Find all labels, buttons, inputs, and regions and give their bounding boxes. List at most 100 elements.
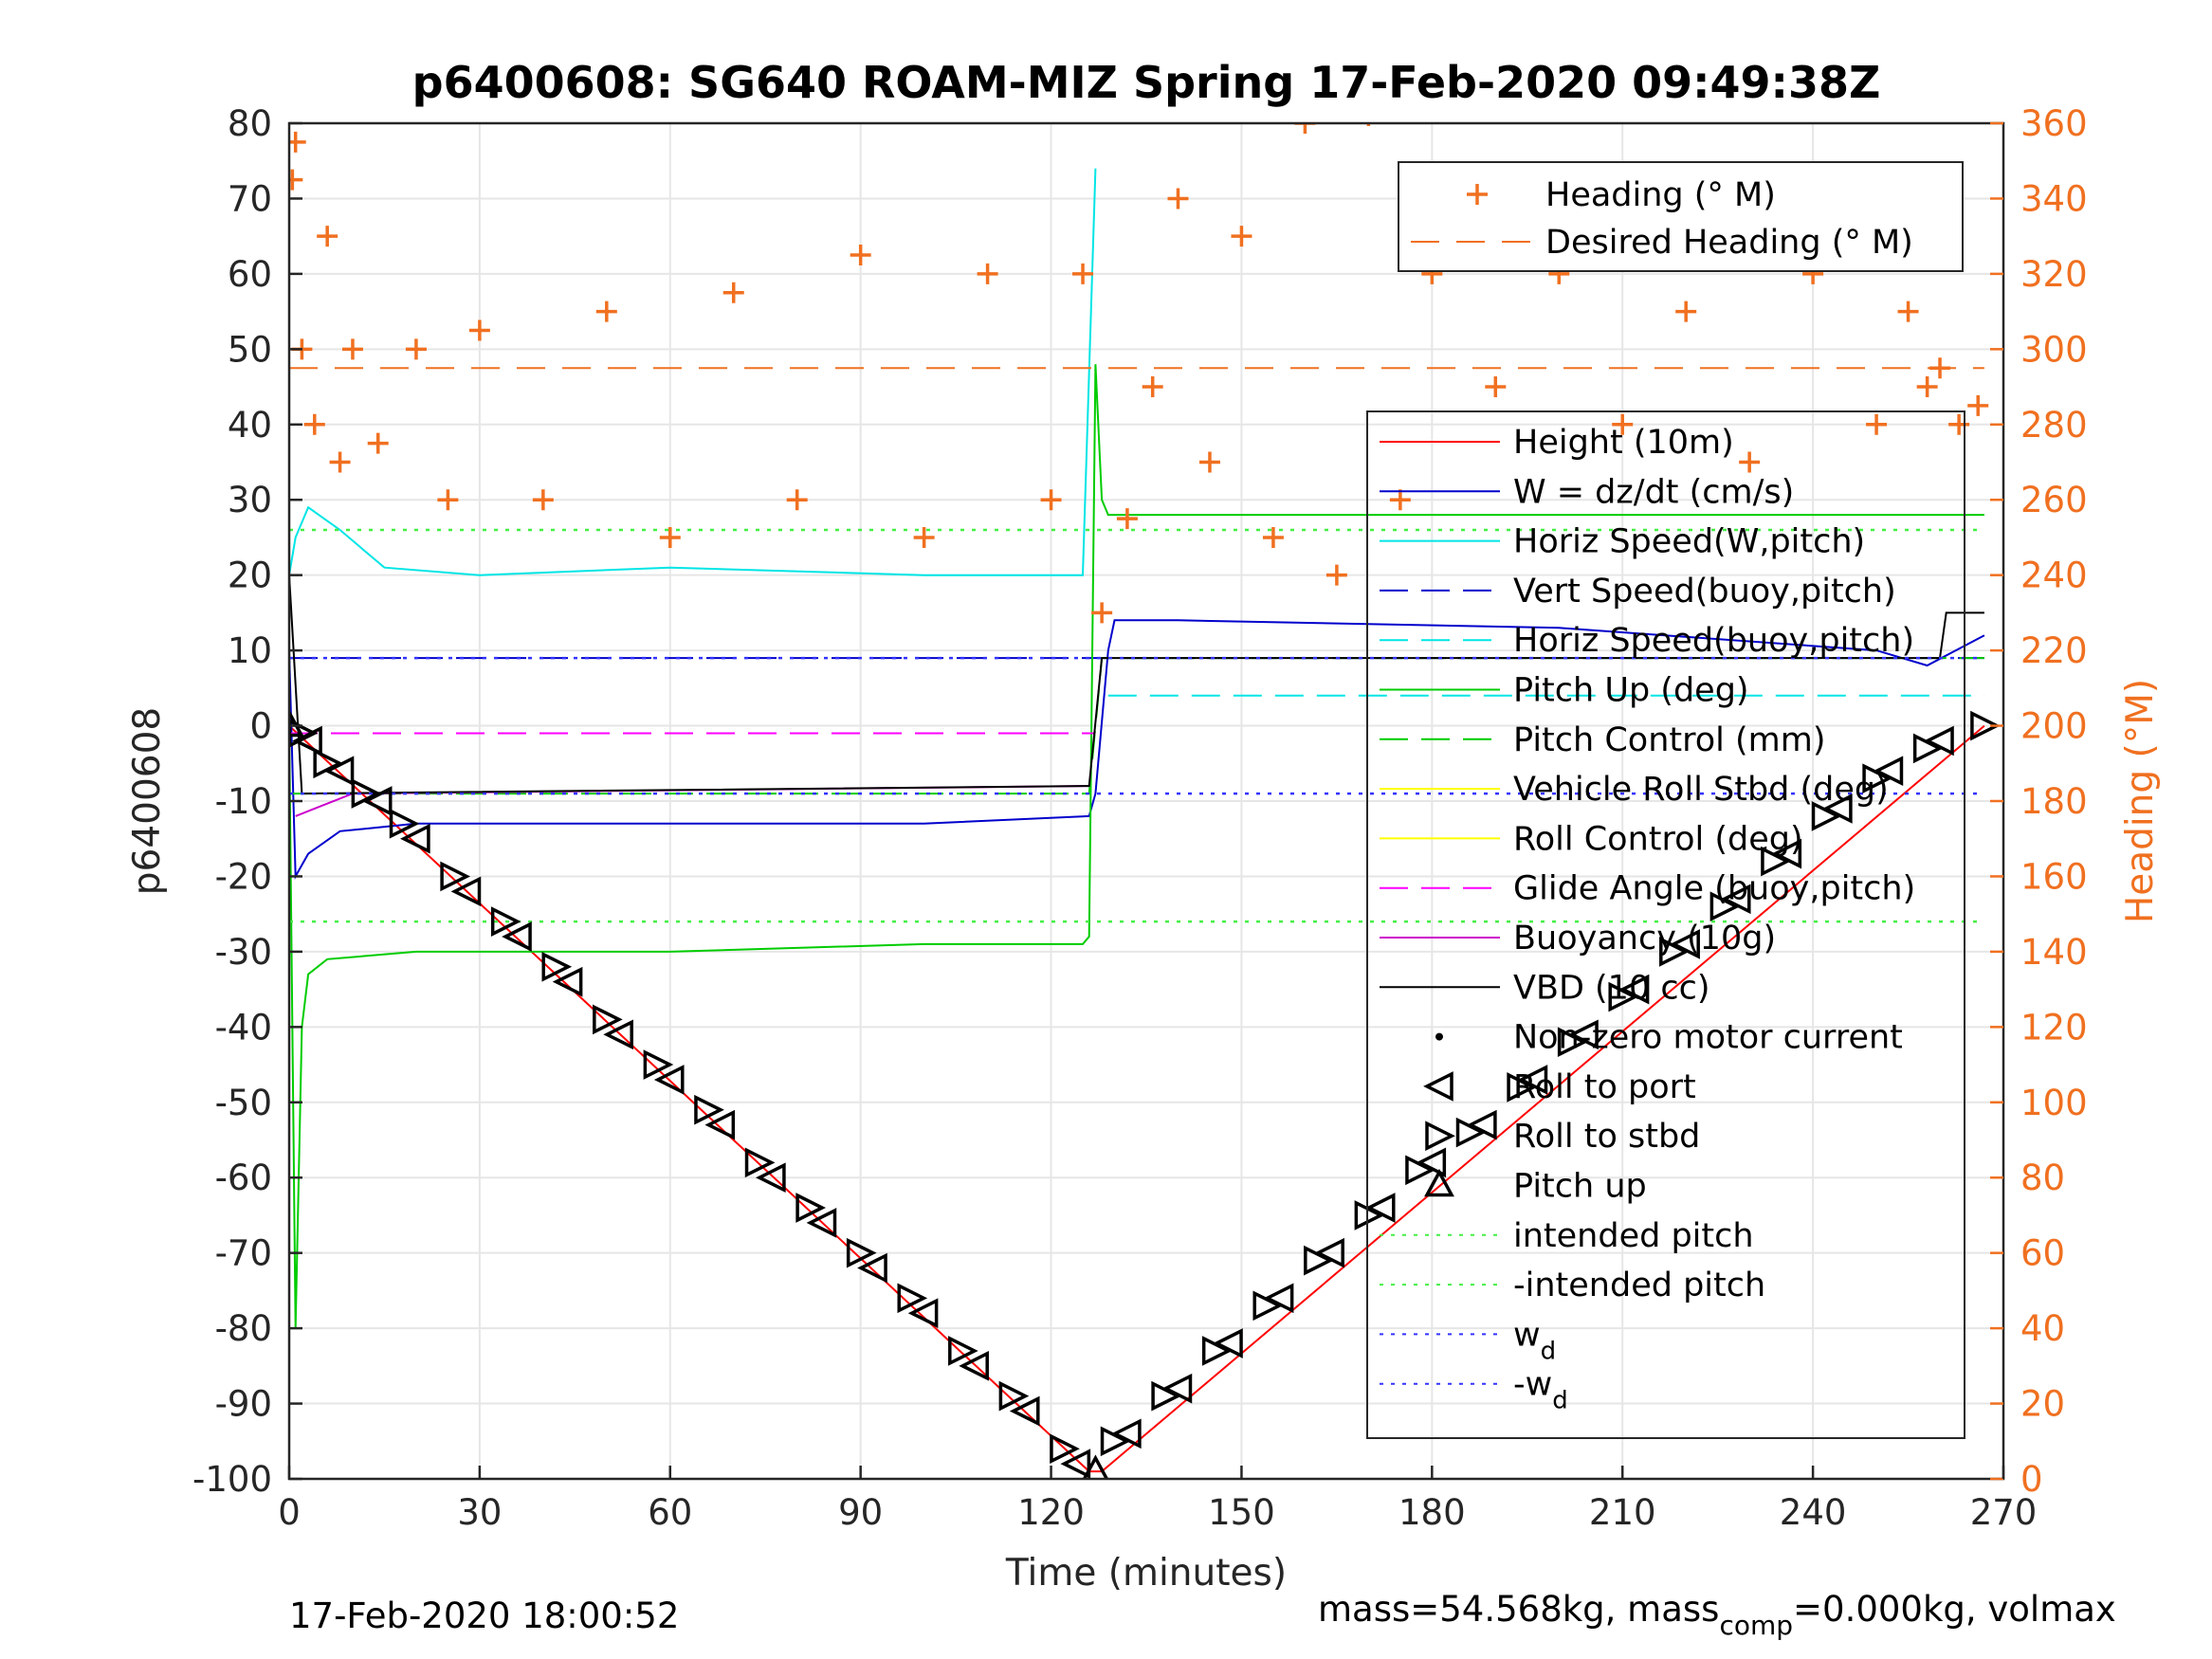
heading-point (1389, 489, 1411, 511)
y-axis-right: 3603403203002802602402202001801601401201… (1990, 103, 2088, 1500)
series-roll-to-stbd-marker (313, 748, 344, 779)
series-roll-to-port-marker (959, 1350, 989, 1381)
y-right-tick-label: 280 (2020, 405, 2088, 446)
series-roll-to-stbd-marker (1050, 1433, 1080, 1465)
y-axis-left: 80 70 60 50 40 30 20 10 0 -10 -20 -30 -40 -50 -60 -70 -8… (192, 103, 302, 1500)
legend-label: Pitch up (1513, 1168, 1647, 1206)
heading-point (1866, 413, 1888, 435)
series-roll-to-stbd-marker (1201, 1336, 1233, 1366)
legend-label: Non-zero motor current (1513, 1019, 1903, 1057)
series-pitch-up-marker (289, 708, 304, 738)
y-tick-label: -10 (215, 781, 272, 822)
y-tick-label: -60 (215, 1158, 272, 1198)
legend-label: Pitch Control (mm) (1513, 721, 1825, 759)
heading-point (1167, 188, 1189, 210)
series-roll-to-port-marker (1060, 1449, 1091, 1479)
heading-point (1916, 376, 1938, 398)
heading-point (468, 319, 490, 341)
legend-label-main: -w (1513, 1366, 1552, 1404)
footer-mass: mass=54.568kg, masscomp=0.000kg, volmax (1318, 1589, 2116, 1641)
heading-point (1072, 263, 1094, 284)
heading-point (1198, 451, 1220, 473)
x-tick-label: 240 (1780, 1492, 1847, 1533)
x-tick-label: 0 (278, 1492, 301, 1533)
y-right-tick-label: 240 (2020, 556, 2088, 596)
series-pitch-up-marker (1082, 1454, 1109, 1479)
y-tick-label: 50 (228, 329, 272, 370)
heading-point (532, 489, 554, 511)
y-tick-label: 30 (228, 480, 272, 520)
series-roll-to-stbd-marker (1811, 801, 1842, 831)
series-roll-to-stbd-marker (897, 1283, 928, 1314)
series-roll-to-stbd-marker (593, 1004, 623, 1035)
heading-point (437, 489, 459, 511)
heading-point (786, 489, 808, 511)
y-right-tick-label: 80 (2020, 1158, 2065, 1198)
series-roll-to-stbd-marker (351, 778, 382, 809)
series-roll-to-stbd-marker (541, 951, 573, 982)
legend-label: Roll to stbd (1513, 1118, 1700, 1156)
footer-timestamp: 17-Feb-2020 18:00:52 (289, 1595, 679, 1636)
legend-label-sub: d (1541, 1337, 1557, 1365)
y-tick-label: -20 (215, 856, 272, 897)
x-tick-label: 120 (1017, 1492, 1085, 1533)
series-pitch-up-deg (289, 364, 1984, 1329)
y-right-tick-label: 220 (2020, 630, 2088, 671)
legend-label-main: w (1513, 1316, 1541, 1354)
heading-point (1262, 526, 1284, 548)
heading-point (595, 301, 617, 322)
series-roll-to-port-marker (603, 1019, 633, 1050)
series-roll-to-stbd-marker (440, 861, 471, 892)
legend-heading-symbol (1467, 184, 1488, 205)
legend-label: -intended pitch (1513, 1267, 1765, 1304)
series-roll-to-stbd-marker (694, 1094, 724, 1125)
series-height-10m (289, 724, 1985, 1473)
legend-label: Vert Speed(buoy,pitch) (1513, 573, 1896, 611)
series-roll-to-stbd-marker (1659, 937, 1690, 967)
y-tick-label: -50 (215, 1083, 272, 1123)
series-layer (289, 168, 1985, 1473)
legend-main: Height (10m) W = dz/dt (cm/s) Horiz Speed(… (1366, 410, 1965, 1439)
heading-point (1675, 301, 1697, 322)
series-roll-to-stbd-marker (1970, 710, 2001, 741)
x-tick-label: 210 (1589, 1492, 1656, 1533)
heading-point (303, 413, 325, 435)
series-roll-to-port-marker (400, 823, 430, 854)
series-roll-to-port-marker (552, 966, 583, 997)
x-tick-label: 60 (648, 1492, 692, 1533)
y-right-tick-label: 160 (2020, 856, 2088, 897)
legend-label: -wd (1513, 1366, 1568, 1415)
legend-heading: Heading (° M) Desired Heading (° M) (1398, 161, 1964, 272)
series-roll-to-stbd-marker (1455, 1117, 1487, 1148)
y-tick-label: 60 (228, 254, 272, 295)
series-roll-to-stbd-marker (1709, 891, 1741, 922)
y-right-tick-label: 180 (2020, 781, 2088, 822)
legend-label: Horiz Speed(buoy,pitch) (1513, 622, 1914, 660)
y-right-tick-label: 40 (2020, 1308, 2065, 1349)
legend-heading-label: Desired Heading (° M) (1545, 224, 1913, 262)
heading-point (1897, 301, 1919, 322)
series-roll-to-stbd-marker (1862, 763, 1892, 793)
chart-title: p6400608: SG640 ROAM-MIZ Spring 17-Feb-2… (412, 57, 1881, 108)
heading-point (1294, 123, 1316, 134)
heading-point (367, 432, 389, 454)
series-roll-to-port-marker (806, 1208, 837, 1238)
legend-symbol-pitch (1424, 1168, 1454, 1197)
y-right-tick-label: 100 (2020, 1083, 2088, 1123)
x-tick-label: 150 (1208, 1492, 1275, 1533)
series-roll-to-stbd-marker (948, 1336, 978, 1366)
y-tick-label: 70 (228, 178, 272, 219)
series-roll-to-port-marker (1009, 1395, 1040, 1427)
footer-mass-sub: comp (1719, 1610, 1793, 1641)
y-right-tick-label: 20 (2020, 1384, 2065, 1425)
y-axis-label: p6400608 (126, 707, 169, 895)
y-tick-label: -70 (215, 1233, 272, 1274)
y-tick-label: -80 (215, 1308, 272, 1349)
legend-label: VBD (10 cc) (1513, 969, 1710, 1007)
legend-label: Glide Angle (buoy,pitch) (1513, 870, 1915, 908)
series-roll-to-stbd-marker (490, 906, 521, 937)
y-right-tick-label: 200 (2020, 706, 2088, 747)
y-right-tick-label: 360 (2020, 103, 2088, 144)
series-roll-to-stbd-marker (998, 1380, 1030, 1412)
